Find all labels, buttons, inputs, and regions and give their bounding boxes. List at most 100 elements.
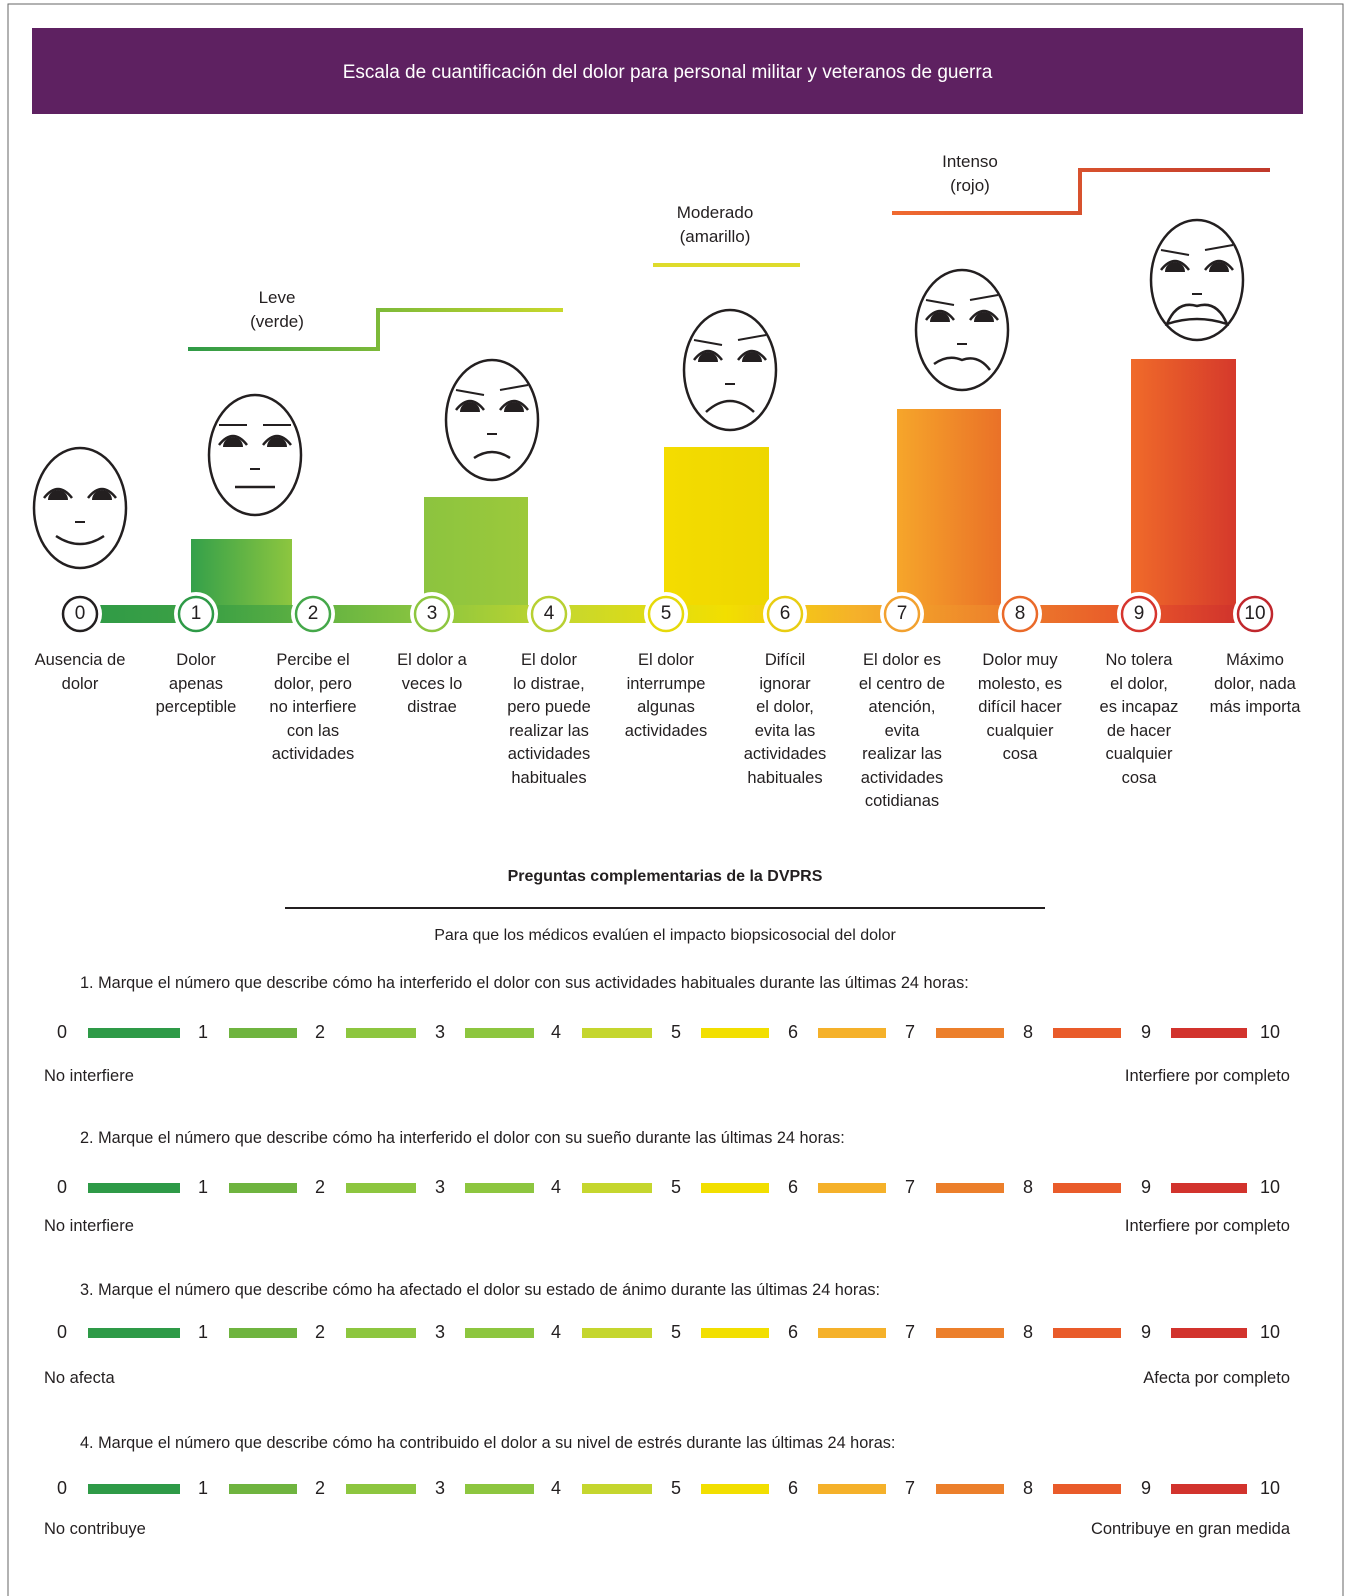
- section-subtitle: Para que los médicos evalúen el impacto …: [285, 924, 1045, 948]
- scale-low-label: No contribuye: [44, 1518, 444, 1542]
- bar: [897, 409, 1001, 619]
- scale-segment: [1053, 1328, 1121, 1338]
- scale-low-label: No afecta: [44, 1367, 444, 1391]
- scale-segment: [701, 1484, 769, 1494]
- scale-number: 4: [536, 1176, 576, 1200]
- level-number: 9: [1119, 602, 1159, 626]
- level-number: 6: [765, 602, 805, 626]
- face: [684, 310, 776, 430]
- scale-low-label: No interfiere: [44, 1215, 444, 1239]
- scale-segment: [346, 1484, 416, 1494]
- scale-number: 2: [300, 1477, 340, 1501]
- scale-number: 3: [420, 1477, 460, 1501]
- level-number: 0: [60, 602, 100, 626]
- scale-segment: [229, 1183, 297, 1193]
- scale-segment: [582, 1328, 652, 1338]
- scale-segment: [346, 1028, 416, 1038]
- scale-segment: [465, 1484, 534, 1494]
- scale-segment: [465, 1328, 534, 1338]
- face: [1151, 220, 1243, 340]
- band-label: Moderado (amarillo): [655, 201, 775, 248]
- face: [446, 360, 538, 480]
- scale-segment: [1053, 1484, 1121, 1494]
- scale-number: 10: [1250, 1021, 1290, 1045]
- scale-segment: [1171, 1484, 1247, 1494]
- scale-number: 0: [42, 1477, 82, 1501]
- bar: [664, 447, 769, 619]
- scale-number: 3: [420, 1021, 460, 1045]
- scale-number: 6: [773, 1321, 813, 1345]
- face: [34, 448, 126, 568]
- scale-number: 1: [183, 1321, 223, 1345]
- band-label: Intenso (rojo): [910, 150, 1030, 197]
- scale-segment: [465, 1183, 534, 1193]
- scale-segment: [701, 1183, 769, 1193]
- scale-segment: [88, 1328, 180, 1338]
- scale-number: 1: [183, 1477, 223, 1501]
- face: [916, 270, 1008, 390]
- scale-number: 8: [1008, 1477, 1048, 1501]
- scale-segment: [229, 1484, 297, 1494]
- scale-number: 5: [656, 1176, 696, 1200]
- scale-number: 2: [300, 1021, 340, 1045]
- level-number: 1: [176, 602, 216, 626]
- scale-number: 4: [536, 1021, 576, 1045]
- scale-segment: [346, 1328, 416, 1338]
- scale-number: 9: [1126, 1176, 1166, 1200]
- scale-number: 3: [420, 1321, 460, 1345]
- level-description: Ausencia de dolor: [18, 649, 142, 696]
- scale-high-label: Interfiere por completo: [890, 1065, 1290, 1089]
- scale-number: 10: [1250, 1321, 1290, 1345]
- level-description: Difícil ignorar el dolor, evita las acti…: [723, 649, 847, 790]
- scale-segment: [1171, 1183, 1247, 1193]
- scale-segment: [818, 1328, 886, 1338]
- face: [209, 395, 301, 515]
- bar: [1131, 359, 1236, 619]
- level-description: El dolor a veces lo distrae: [370, 649, 494, 720]
- scale-number: 4: [536, 1321, 576, 1345]
- scale-number: 4: [536, 1477, 576, 1501]
- scale-segment: [818, 1183, 886, 1193]
- scale-number: 1: [183, 1021, 223, 1045]
- faces: [34, 220, 1243, 568]
- scale-segment: [1053, 1028, 1121, 1038]
- level-description: El dolor es el centro de atención, evita…: [840, 649, 964, 814]
- page: Escala de cuantificación del dolor para …: [0, 0, 1351, 1596]
- scale-number: 5: [656, 1477, 696, 1501]
- scale-number: 10: [1250, 1477, 1290, 1501]
- scale-high-label: Interfiere por completo: [890, 1215, 1290, 1239]
- level-number: 4: [529, 602, 569, 626]
- level-description: Percibe el dolor, pero no interfiere con…: [251, 649, 375, 767]
- scale-segment: [701, 1028, 769, 1038]
- scale-low-label: No interfiere: [44, 1065, 444, 1089]
- scale-segment: [229, 1328, 297, 1338]
- scale-number: 5: [656, 1321, 696, 1345]
- scale-segment: [465, 1028, 534, 1038]
- scale-segment: [88, 1484, 180, 1494]
- scale-segment: [88, 1183, 180, 1193]
- scale-number: 1: [183, 1176, 223, 1200]
- scale-segment: [346, 1183, 416, 1193]
- scale-segment: [582, 1028, 652, 1038]
- scale-number: 9: [1126, 1477, 1166, 1501]
- level-description: No tolera el dolor, es incapaz de hacer …: [1077, 649, 1201, 790]
- scale-number: 5: [656, 1021, 696, 1045]
- scale-segment: [936, 1328, 1004, 1338]
- scale-segment: [582, 1484, 652, 1494]
- level-description: El dolor interrumpe algunas actividades: [604, 649, 728, 743]
- scale-number: 8: [1008, 1321, 1048, 1345]
- question-text: 4. Marque el número que describe cómo ha…: [80, 1432, 1280, 1456]
- band-label: Leve (verde): [217, 286, 337, 333]
- scale-segment: [936, 1028, 1004, 1038]
- scale-number: 8: [1008, 1176, 1048, 1200]
- scale-number: 8: [1008, 1021, 1048, 1045]
- question-text: 3. Marque el número que describe cómo ha…: [80, 1279, 1280, 1303]
- level-number: 8: [1000, 602, 1040, 626]
- scale-number: 6: [773, 1477, 813, 1501]
- scale-number: 7: [890, 1176, 930, 1200]
- scale-segment: [936, 1183, 1004, 1193]
- scale-segment: [818, 1484, 886, 1494]
- header-title: Escala de cuantificación del dolor para …: [32, 60, 1303, 86]
- level-number: 10: [1235, 602, 1275, 626]
- scale-number: 6: [773, 1021, 813, 1045]
